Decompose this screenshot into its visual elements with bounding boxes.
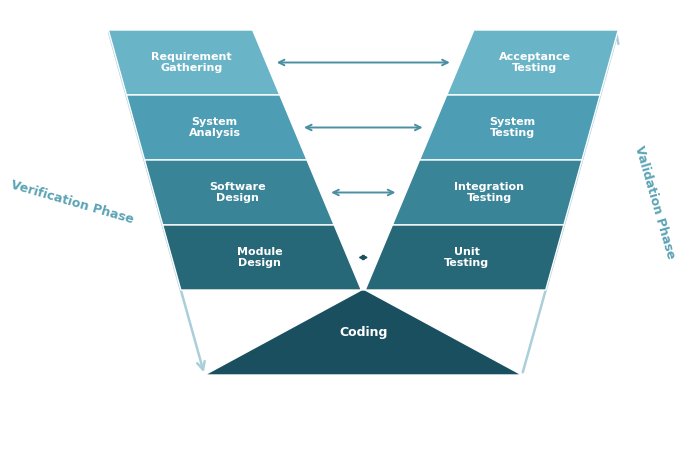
Text: System
Testing: System Testing bbox=[489, 117, 536, 138]
Polygon shape bbox=[393, 160, 582, 225]
Text: Module
Design: Module Design bbox=[237, 247, 283, 268]
Text: Verification Phase: Verification Phase bbox=[9, 178, 135, 226]
Polygon shape bbox=[162, 225, 361, 290]
Polygon shape bbox=[204, 290, 522, 375]
Text: Acceptance
Testing: Acceptance Testing bbox=[498, 52, 570, 73]
Polygon shape bbox=[127, 95, 307, 160]
Polygon shape bbox=[108, 30, 280, 95]
Polygon shape bbox=[365, 225, 564, 290]
Text: Requirement
Gathering: Requirement Gathering bbox=[151, 52, 232, 73]
Polygon shape bbox=[419, 95, 600, 160]
Polygon shape bbox=[447, 30, 618, 95]
Text: Integration
Testing: Integration Testing bbox=[454, 182, 524, 203]
Text: Unit
Testing: Unit Testing bbox=[444, 247, 489, 268]
Text: System
Analysis: System Analysis bbox=[188, 117, 241, 138]
Text: Software
Design: Software Design bbox=[209, 182, 265, 203]
Text: Coding: Coding bbox=[339, 326, 388, 339]
Text: Validation Phase: Validation Phase bbox=[632, 144, 678, 260]
Polygon shape bbox=[145, 160, 334, 225]
